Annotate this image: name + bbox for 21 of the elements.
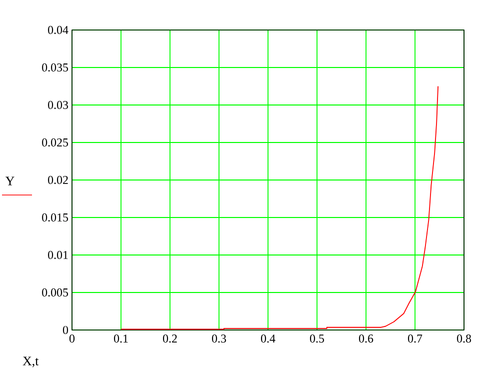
y-tick-label: 0.035 [42, 63, 68, 72]
y-tick-label: 0.005 [42, 288, 68, 297]
x-tick-label: 0.5 [310, 334, 324, 343]
line-series [120, 86, 438, 330]
x-tick-label: 0.6 [358, 334, 374, 343]
x-tick-label: 0.7 [408, 334, 422, 343]
x-tick-label: 0.1 [114, 334, 128, 343]
y-tick-label: 0.03 [48, 100, 68, 110]
y-tick-label: 0.01 [48, 250, 68, 260]
x-axis-title: X,t [22, 356, 39, 368]
x-tick-label: 0.4 [260, 334, 276, 343]
x-tick-label: 0.8 [456, 334, 472, 343]
x-tick-label: 0.3 [212, 334, 226, 343]
y-tick-label: 0 [62, 326, 68, 334]
x-tick-label: 0.2 [162, 334, 177, 343]
y-tick-label: 0.015 [42, 213, 68, 222]
y-tick-label: 0.02 [48, 176, 68, 184]
y-tick-label: 0.025 [42, 138, 68, 147]
x-tick-label: 0 [69, 334, 75, 343]
y-tick-label: 0.04 [48, 26, 68, 34]
y-axis-title: Y [5, 176, 14, 186]
